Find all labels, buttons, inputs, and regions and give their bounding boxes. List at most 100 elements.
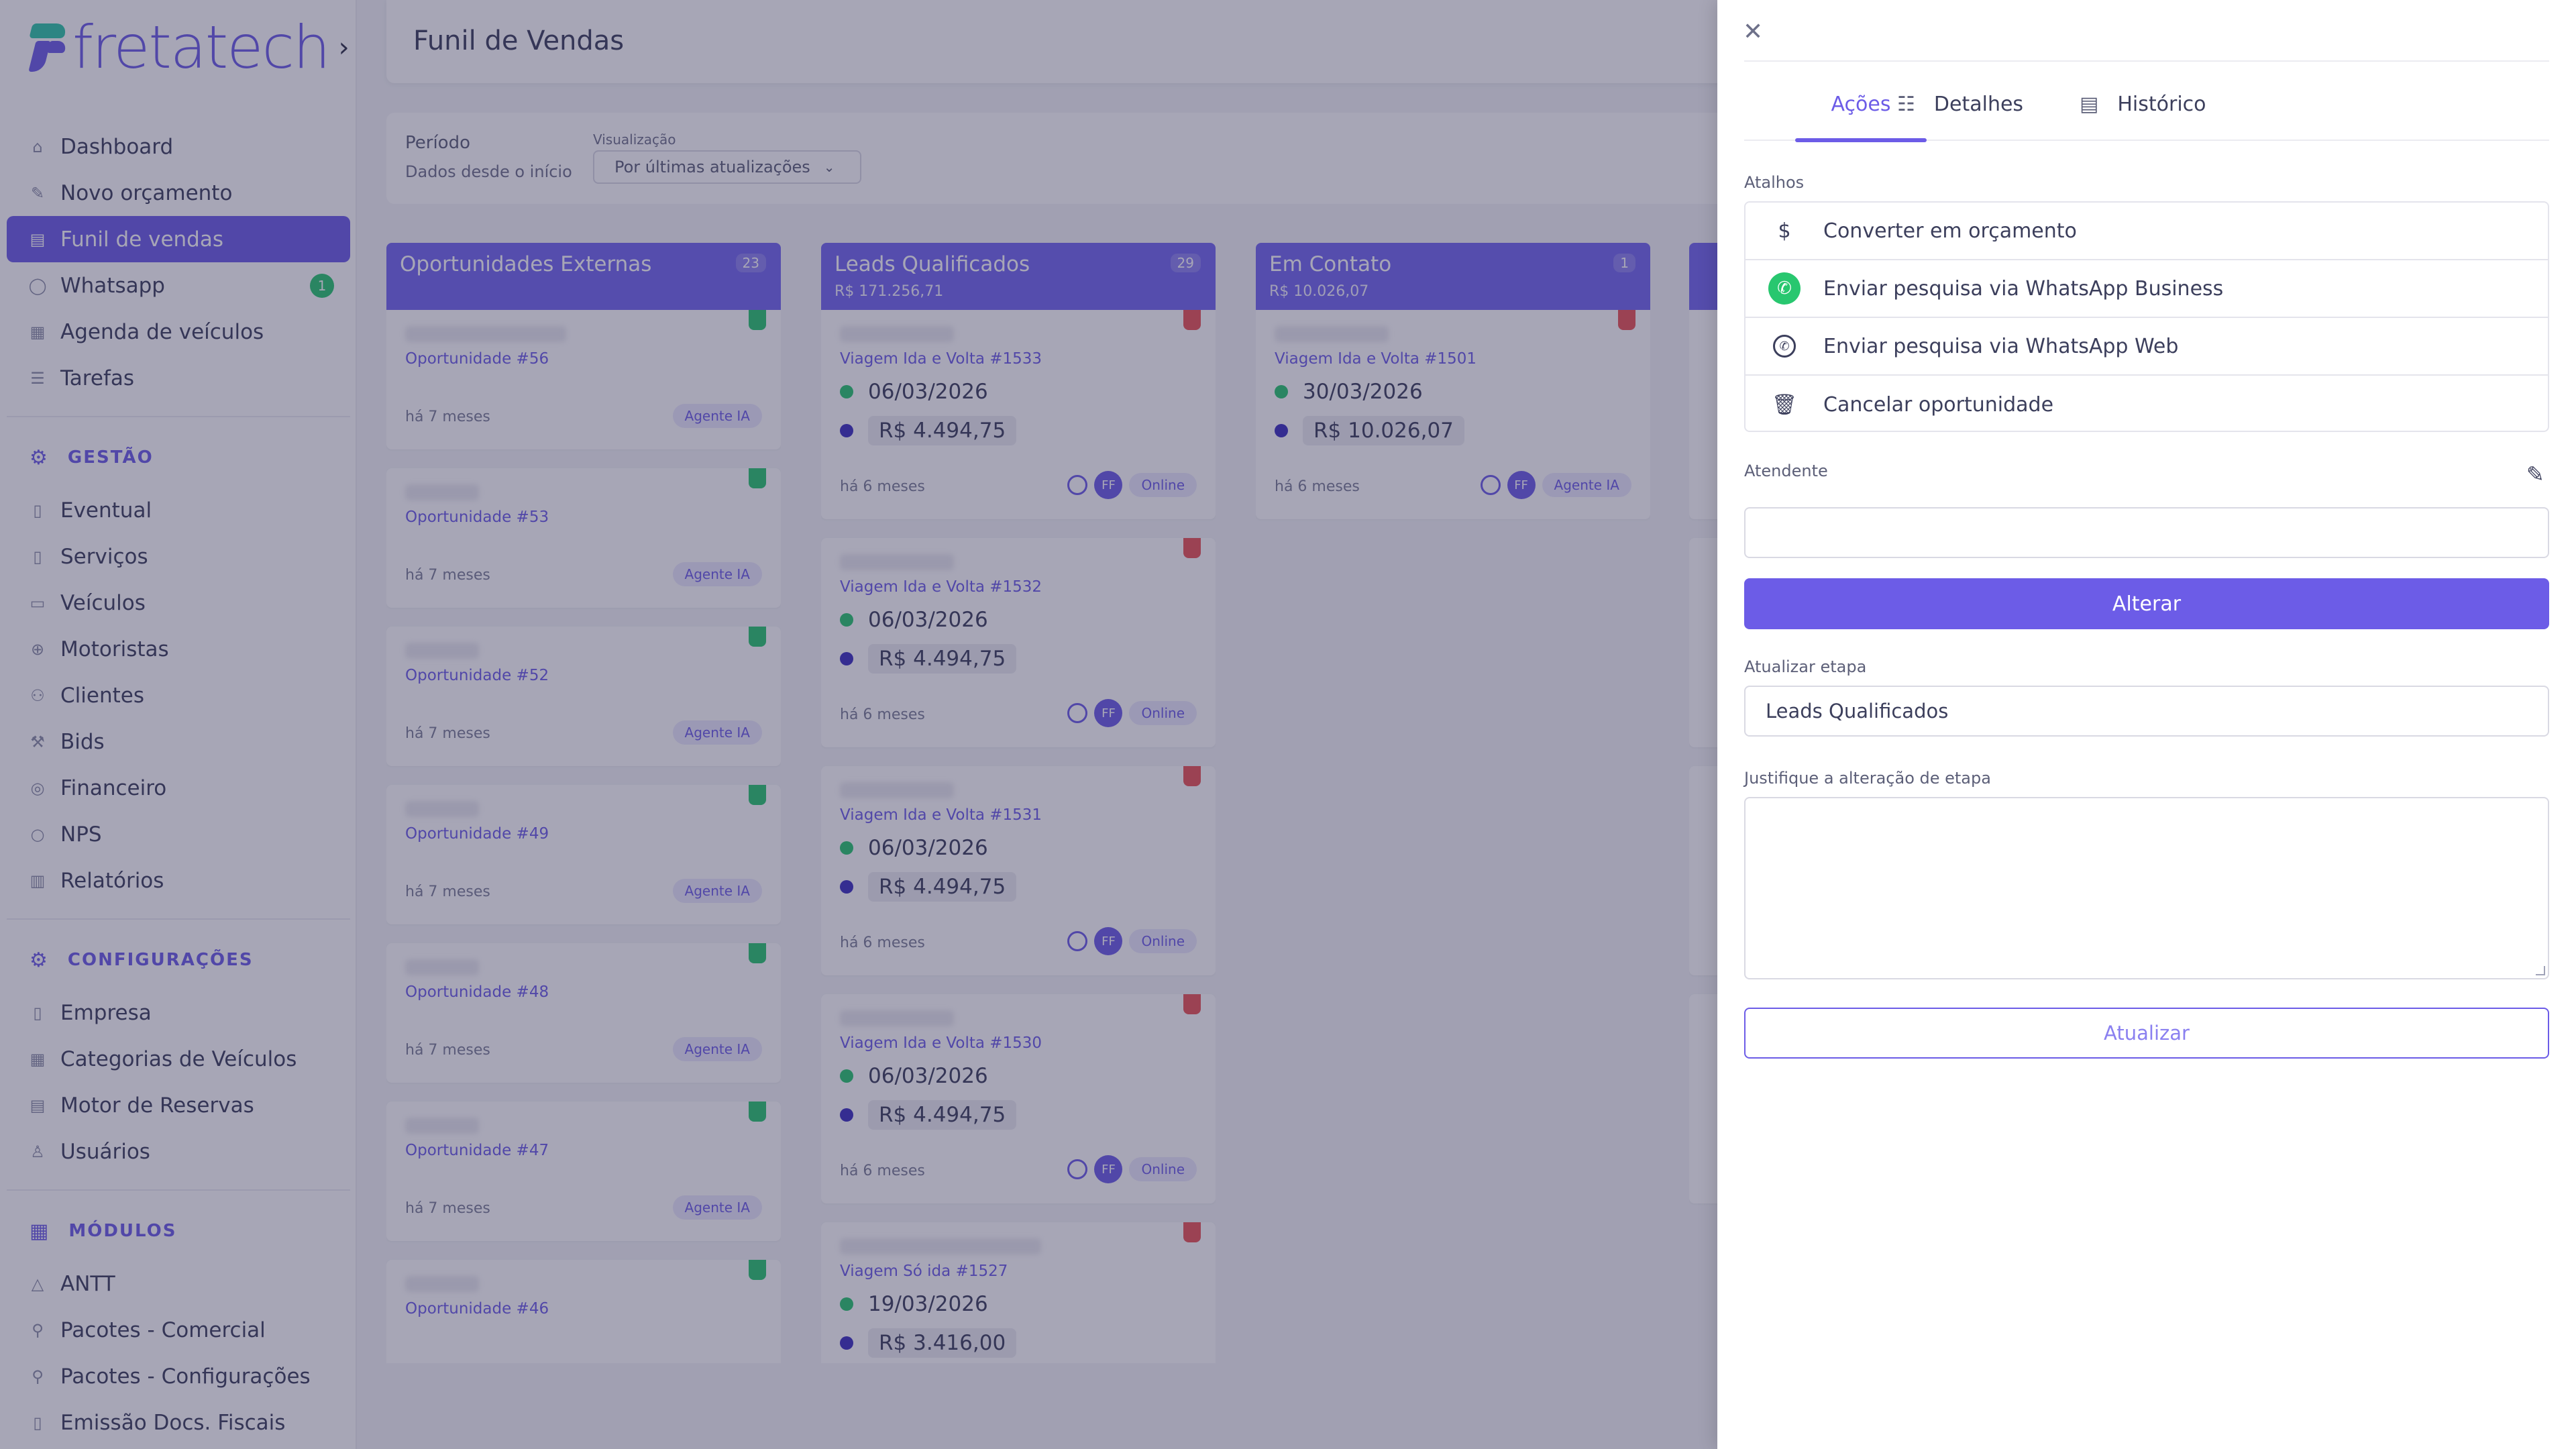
redacted-client-name (1275, 326, 1389, 342)
redacted-client-name (840, 1010, 954, 1026)
card-age: há 6 meses (840, 934, 925, 951)
card-age: há 6 meses (1275, 478, 1360, 495)
sidebar-item-agenda-de-veiculos[interactable]: ▦ Agenda de veículos (7, 309, 350, 355)
sidebar-item-financeiro[interactable]: ◎ Financeiro (7, 765, 350, 811)
sidebar-item-eventual[interactable]: ▯ Eventual (7, 487, 350, 533)
tab-detalhes[interactable]: ☷ Detalhes (1897, 93, 2072, 141)
opportunity-card[interactable]: Oportunidade #56 há 7 meses Agente IA (386, 310, 781, 449)
status-flag (1183, 1222, 1201, 1242)
trip-price-value: R$ 10.026,07 (1303, 416, 1464, 445)
sidebar-item-servicos[interactable]: ▯ Serviços (7, 533, 350, 580)
card-age: há 7 meses (405, 409, 490, 425)
attendant-input[interactable] (1744, 507, 2549, 558)
alterar-button[interactable]: Alterar (1744, 578, 2549, 629)
sidebar-item-emissao-docs-fiscais[interactable]: ▯ Emissão Docs. Fiscais (7, 1399, 350, 1446)
modal-backdrop[interactable] (0, 0, 1717, 1449)
section-title: CONFIGURAÇÕES (67, 950, 254, 970)
sidebar-item-bids[interactable]: ⚒ Bids (7, 718, 350, 765)
sidebar-item-motor-de-reservas[interactable]: ▤ Motor de Reservas (7, 1082, 350, 1128)
sidebar-item-veiculos[interactable]: ▭ Veículos (7, 580, 350, 626)
trip-date: 06/03/2026 (840, 608, 1197, 632)
shortcut-whatsapp-business[interactable]: ✆ Enviar pesquisa via WhatsApp Business (1746, 260, 2548, 318)
opportunity-card[interactable]: Oportunidade #52 há 7 meses Agente IA (386, 627, 781, 766)
home-icon: ⌂ (32, 137, 43, 156)
sidebar-item-usuarios[interactable]: ♙ Usuários (7, 1128, 350, 1175)
trip-price: R$ 4.494,75 (840, 872, 1197, 902)
lead-card[interactable]: Viagem Só ida #1527 19/03/2026 R$ 3.416,… (821, 1222, 1216, 1363)
card-age: há 7 meses (405, 725, 490, 742)
trip-date-value: 06/03/2026 (868, 836, 988, 860)
sidebar-item-whatsapp[interactable]: ◯ Whatsapp 1 (7, 262, 350, 309)
sidebar-item-empresa[interactable]: ▯ Empresa (7, 989, 350, 1036)
card-age: há 7 meses (405, 1042, 490, 1059)
trip-price: R$ 10.026,07 (1275, 416, 1631, 445)
lead-card[interactable]: Viagem Ida e Volta #1501 30/03/2026 R$ 1… (1256, 310, 1650, 519)
view-select[interactable]: Por últimas atualizações ⌄ (593, 150, 861, 184)
sidebar-item-funil-de-vendas[interactable]: ▤ Funil de vendas (7, 216, 350, 262)
building-icon: ▯ (33, 1003, 42, 1022)
sidebar-item-novo-orcamento[interactable]: ✎ Novo orçamento (7, 170, 350, 216)
view-select-value: Por últimas atualizações (614, 158, 810, 176)
trip-date-value: 30/03/2026 (1303, 380, 1423, 404)
opportunity-card[interactable]: Oportunidade #53 há 7 meses Agente IA (386, 468, 781, 608)
brand-logo[interactable]: fretatech › (28, 17, 350, 78)
opportunity-card[interactable]: Oportunidade #49 há 7 meses Agente IA (386, 785, 781, 924)
sidebar-item-categorias-de-veiculos[interactable]: ▦ Categorias de Veículos (7, 1036, 350, 1082)
shortcut-cancelar-oportunidade[interactable]: 🗑 Cancelar oportunidade (1746, 376, 2548, 433)
justify-textarea[interactable] (1744, 797, 2549, 979)
sidebar-item-pacotes-configuracoes[interactable]: ⚲ Pacotes - Configurações (7, 1353, 350, 1399)
shortcut-label: Enviar pesquisa via WhatsApp Business (1823, 276, 2224, 301)
close-icon[interactable]: ✕ (1743, 18, 1764, 46)
globe-icon (1067, 475, 1088, 495)
lead-card[interactable]: Viagem Ida e Volta #1531 06/03/2026 R$ 4… (821, 766, 1216, 975)
status-flag (749, 310, 766, 330)
redacted-client-name (405, 484, 479, 500)
opportunity-card[interactable]: Oportunidade #47 há 7 meses Agente IA (386, 1102, 781, 1241)
sidebar-item-dashboard[interactable]: ⌂ Dashboard (7, 123, 350, 170)
card-title: Viagem Ida e Volta #1533 (840, 350, 1042, 368)
redacted-client-name (840, 1238, 1041, 1254)
brand-name: fretatech (72, 13, 331, 82)
stage-select[interactable]: Leads Qualificados (1744, 686, 2549, 737)
nav-divider (7, 1189, 350, 1191)
lead-card[interactable]: Viagem Ida e Volta #1530 06/03/2026 R$ 4… (821, 994, 1216, 1203)
section-gestao: ⚙ GESTÃO (7, 428, 350, 487)
drawer-divider (1744, 60, 2549, 62)
sidebar-item-nps[interactable]: ○ NPS (7, 811, 350, 857)
trip-date-value: 06/03/2026 (868, 1064, 988, 1088)
sidebar-item-tarefas[interactable]: ☰ Tarefas (7, 355, 350, 401)
shortcut-converter-orcamento[interactable]: $ Converter em orçamento (1746, 203, 2548, 260)
chevron-right-icon[interactable]: › (338, 32, 350, 63)
edit-icon[interactable]: ✎ (2526, 462, 2544, 487)
tab-label: Ações (1831, 93, 1891, 116)
lead-card[interactable]: Viagem Ida e Volta #1533 06/03/2026 R$ 4… (821, 310, 1216, 519)
opportunity-card[interactable]: Oportunidade #48 há 7 meses Agente IA (386, 943, 781, 1083)
whatsapp-icon: ✆ (1773, 335, 1796, 358)
card-meta: FF Online (1067, 927, 1197, 955)
sidebar-item-motoristas[interactable]: ⊕ Motoristas (7, 626, 350, 672)
sidebar-item-pacotes-comercial[interactable]: ⚲ Pacotes - Comercial (7, 1307, 350, 1353)
tab-acoes[interactable]: Ações (1795, 93, 1927, 142)
lead-card[interactable]: Viagem Ida e Volta #1532 06/03/2026 R$ 4… (821, 538, 1216, 747)
tab-historico[interactable]: ▤ Histórico (2080, 93, 2254, 141)
sidebar-item-antt[interactable]: △ ANTT (7, 1260, 350, 1307)
sidebar-item-clientes[interactable]: ⚇ Clientes (7, 672, 350, 718)
atualizar-button[interactable]: Atualizar (1744, 1008, 2549, 1059)
period-value[interactable]: Dados desde o início (405, 162, 572, 181)
status-flag (749, 1102, 766, 1122)
card-title: Oportunidade #46 (405, 1300, 549, 1318)
sidebar-item-label: Relatórios (60, 868, 164, 893)
trash-icon: 🗑 (1771, 392, 1798, 417)
sidebar-item-relatorios[interactable]: ▥ Relatórios (7, 857, 350, 904)
resize-handle-icon[interactable] (2536, 966, 2545, 975)
shortcut-whatsapp-web[interactable]: ✆ Enviar pesquisa via WhatsApp Web (1746, 318, 2548, 376)
page-title: Funil de Vendas (413, 25, 625, 56)
shortcut-label: Converter em orçamento (1823, 219, 2077, 243)
package-icon: ⚲ (32, 1320, 44, 1340)
card-meta: FF Agente IA (1480, 471, 1631, 499)
trip-date: 06/03/2026 (840, 836, 1197, 860)
opportunity-card[interactable]: Oportunidade #46 (386, 1260, 781, 1363)
column-count: 29 (1170, 254, 1201, 272)
sidebar-item-label: NPS (60, 822, 102, 847)
status-badge: Online (1129, 929, 1197, 953)
